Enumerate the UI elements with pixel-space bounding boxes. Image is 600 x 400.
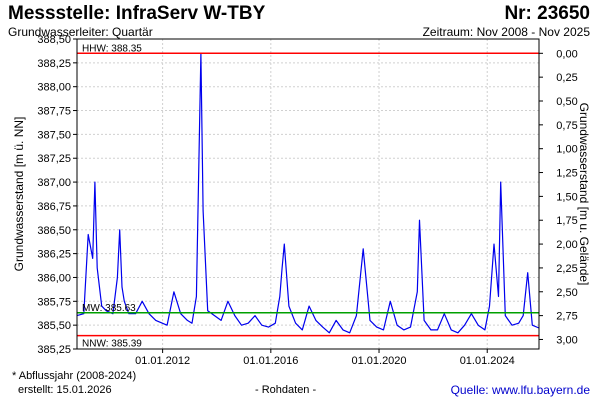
groundwater-series-line — [76, 52, 540, 334]
reference-line-label: HHW: 388.35 — [82, 43, 142, 54]
y-tick-label: 386,75 — [37, 201, 71, 213]
y-tick-label: 386,00 — [37, 272, 71, 284]
y-tick-label: 385,75 — [37, 296, 71, 308]
y2-tick-label: 1,00 — [556, 144, 577, 156]
y2-tick-label: 2,00 — [556, 239, 577, 251]
y2-tick-label: 1,50 — [556, 191, 577, 203]
y-tick-label: 385,25 — [37, 344, 71, 356]
y-tick-label: 388,25 — [37, 58, 71, 70]
y-tick-label: 387,75 — [37, 106, 71, 118]
y2-axis-label: Grundwasserstand [m u. Gelände] — [577, 103, 591, 286]
y2-tick-label: 2,25 — [556, 263, 577, 275]
y2-tick-label: 3,00 — [556, 334, 577, 346]
y-tick-label: 387,25 — [37, 153, 71, 165]
raw-data-note: - Rohdaten - — [255, 384, 317, 396]
y-tick-label: 388,50 — [37, 34, 71, 46]
plot-frame — [76, 38, 540, 350]
period-label: Zeitraum: Nov 2008 - Nov 2025 — [422, 25, 590, 39]
source-link[interactable]: Quelle: www.lfu.bayern.de — [450, 383, 590, 397]
y-tick-label: 387,50 — [37, 129, 71, 141]
y-tick-label: 388,00 — [37, 82, 71, 94]
reference-line-label: MW: 385.63 — [82, 303, 136, 314]
y-tick-label: 387,00 — [37, 177, 71, 189]
x-tick-label: 01.01.2016 — [243, 355, 298, 367]
y-tick-label: 386,25 — [37, 249, 71, 261]
chart-title: Messstelle: InfraServ W-TBY — [8, 3, 266, 24]
x-tick-label: 01.01.2024 — [460, 355, 515, 367]
station-number: Nr: 23650 — [504, 3, 590, 24]
y2-tick-label: 0,75 — [556, 120, 577, 132]
aquifer-label: Grundwasserleiter: Quartär — [8, 25, 153, 39]
reference-line-label: NNW: 385.39 — [82, 339, 142, 350]
y2-tick-label: 1,25 — [556, 168, 577, 180]
y2-tick-label: 1,75 — [556, 215, 577, 227]
footnote: * Abflussjahr (2008-2024) — [12, 370, 137, 382]
y2-tick-label: 2,50 — [556, 287, 577, 299]
y2-tick-label: 0,50 — [556, 96, 577, 108]
y2-tick-label: 2,75 — [556, 311, 577, 323]
x-tick-label: 01.01.2020 — [351, 355, 406, 367]
x-tick-label: 01.01.2012 — [135, 355, 190, 367]
y2-tick-label: 0,00 — [556, 48, 577, 60]
y2-tick-label: 0,25 — [556, 72, 577, 84]
y-axis-label: Grundwasserstand [m ü. NN] — [12, 117, 26, 272]
y-tick-label: 386,50 — [37, 225, 71, 237]
created-date: erstellt: 15.01.2026 — [18, 384, 112, 396]
y-tick-label: 385,50 — [37, 320, 71, 332]
